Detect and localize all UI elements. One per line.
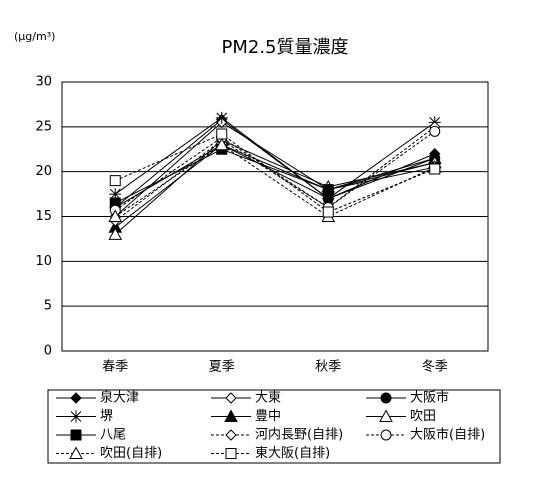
legend-label: 堺 [100, 409, 113, 424]
point-marker [109, 188, 122, 201]
x-tick-label: 春季 [102, 360, 128, 375]
series-line [114, 144, 435, 208]
legend-label: 東大阪(自排) [255, 445, 330, 461]
legend-label: 泉大津 [100, 390, 139, 406]
y-tick-label: 0 [44, 344, 52, 359]
series-line [114, 126, 436, 222]
legend-marker [380, 429, 392, 441]
y-tick-label: 10 [35, 254, 52, 269]
legend-marker [225, 429, 237, 441]
point-marker [429, 125, 441, 137]
y-tick-label: 5 [44, 299, 52, 314]
series-line [114, 144, 435, 228]
legend-marker [224, 409, 238, 422]
point-marker [322, 206, 334, 218]
series-line [114, 121, 435, 217]
y-tick-label: 15 [35, 209, 52, 224]
legend-label: 吹田(自排) [100, 446, 162, 461]
series-line [114, 117, 436, 200]
legend-label: 河内長野(自排) [255, 427, 343, 443]
legend-label: 吹田 [410, 409, 436, 424]
x-tick-label: 冬季 [422, 359, 448, 375]
point-marker [216, 128, 228, 140]
legend-marker [69, 446, 83, 459]
legend-marker [70, 392, 82, 404]
legend-label: 大阪市(自排) [410, 427, 485, 443]
y-axis-label: (μg/m³) [14, 30, 55, 43]
point-marker [215, 111, 228, 124]
y-tick-label: 30 [35, 75, 52, 90]
x-tick-label: 夏季 [209, 360, 235, 375]
legend-marker [70, 410, 82, 423]
point-marker [322, 184, 334, 196]
legend-label: 豊中 [255, 409, 281, 424]
series-line [114, 139, 435, 235]
series-line [114, 144, 435, 218]
y-tick-label: 25 [35, 119, 52, 134]
legend-marker [225, 392, 237, 404]
point-marker [109, 175, 121, 187]
point-marker [108, 209, 123, 222]
x-tick-label: 秋季 [315, 360, 341, 375]
series-line [115, 148, 435, 204]
legend-label: 八尾 [100, 428, 126, 443]
legend-box [47, 389, 501, 464]
series-line [115, 133, 435, 213]
chart-title: PM2.5質量濃度 [221, 37, 348, 58]
legend-label: 大東 [255, 390, 281, 406]
point-marker [108, 227, 123, 240]
legend-marker [70, 429, 82, 441]
series-line [114, 130, 436, 211]
y-tick-label: 20 [35, 164, 52, 179]
legend-marker [225, 448, 237, 459]
point-marker [214, 137, 229, 151]
point-marker [322, 192, 335, 205]
legend-marker [380, 392, 392, 404]
legend-label: 大阪市 [410, 390, 449, 406]
legend-marker [379, 409, 393, 422]
plot-frame [61, 81, 489, 352]
point-marker [429, 163, 441, 175]
